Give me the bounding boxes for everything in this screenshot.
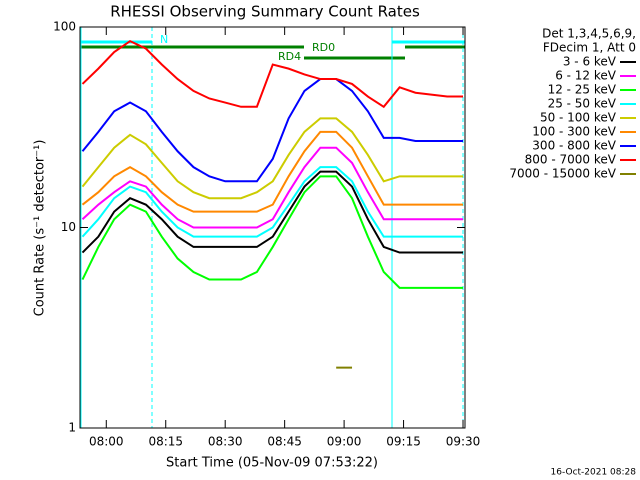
series-line <box>81 170 464 254</box>
legend-header: FDecim 1, Att 0 <box>543 41 636 55</box>
x-tick-label: 09:15 <box>386 435 421 449</box>
annotation: RD0 <box>312 41 335 54</box>
y-axis-label: Count Rate (s⁻¹ detector⁻¹) <box>33 140 48 317</box>
legend-label: 7000 - 15000 keV <box>509 167 616 181</box>
legend-label: 3 - 6 keV <box>563 55 617 69</box>
x-tick-label: 08:30 <box>208 435 243 449</box>
annotation: RD4 <box>278 50 301 63</box>
chart-title: RHESSI Observing Summary Count Rates <box>110 3 420 21</box>
series-line <box>81 175 464 289</box>
x-tick-label: 09:00 <box>327 435 362 449</box>
series-line <box>81 78 464 183</box>
x-tick-label: 08:15 <box>148 435 183 449</box>
series-line <box>81 146 464 229</box>
y-tick-label: 1 <box>68 421 76 435</box>
footer: 16-Oct-2021 08:28 <box>551 468 637 478</box>
legend-label: 12 - 25 keV <box>548 83 617 97</box>
series-line <box>81 40 464 109</box>
series-line <box>81 117 464 200</box>
y-tick-label: 10 <box>61 220 76 234</box>
x-tick-label: 09:30 <box>446 435 481 449</box>
x-tick-label: 08:45 <box>267 435 302 449</box>
series-line <box>81 166 464 238</box>
annotation: N <box>160 33 168 46</box>
legend-label: 800 - 7000 keV <box>525 153 617 167</box>
legend-header: Det 1,3,4,5,6,9, <box>542 27 636 41</box>
legend-label: 100 - 300 keV <box>532 125 616 139</box>
legend-label: 6 - 12 keV <box>555 69 617 83</box>
legend-label: 300 - 800 keV <box>532 139 616 153</box>
legend-label: 25 - 50 keV <box>548 97 617 111</box>
x-tick-label: 08:00 <box>89 435 124 449</box>
x-axis-label: Start Time (05-Nov-09 07:53:22) <box>166 456 378 471</box>
series-line <box>81 130 464 213</box>
legend-label: 50 - 100 keV <box>540 111 617 125</box>
y-tick-label: 100 <box>53 20 76 34</box>
